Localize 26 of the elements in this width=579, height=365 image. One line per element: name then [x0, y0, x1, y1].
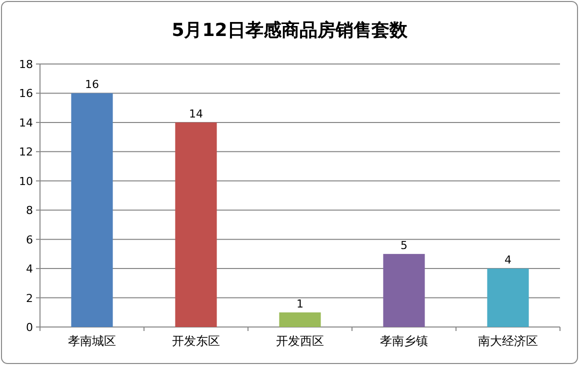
y-tick-label: 16	[19, 87, 33, 100]
bar	[383, 254, 425, 327]
y-tick-label: 14	[19, 116, 33, 130]
bar	[279, 312, 321, 327]
x-tick-label: 孝南乡镇	[380, 334, 428, 348]
data-label: 4	[504, 254, 512, 267]
x-tick-label: 开发东区	[172, 334, 220, 348]
bar	[487, 268, 529, 327]
data-label: 14	[189, 107, 203, 120]
x-tick-label: 南大经济区	[478, 334, 538, 348]
x-tick-label: 孝南城区	[68, 334, 116, 348]
y-tick-label: 8	[26, 204, 33, 218]
chart-title: 5月12日孝感商品房销售套数	[172, 20, 408, 41]
y-tick-label: 2	[26, 292, 33, 305]
y-tick-label: 18	[19, 58, 33, 71]
y-tick-label: 0	[26, 321, 33, 334]
bar	[175, 122, 217, 327]
y-tick-label: 4	[26, 262, 33, 276]
x-tick-label: 开发西区	[276, 334, 324, 348]
y-tick-label: 6	[26, 233, 33, 246]
data-label: 5	[400, 238, 408, 252]
bar	[71, 93, 113, 327]
data-label: 16	[85, 78, 99, 92]
y-tick-label: 10	[19, 174, 33, 188]
y-tick-label: 12	[19, 146, 33, 159]
data-label: 1	[296, 297, 304, 310]
